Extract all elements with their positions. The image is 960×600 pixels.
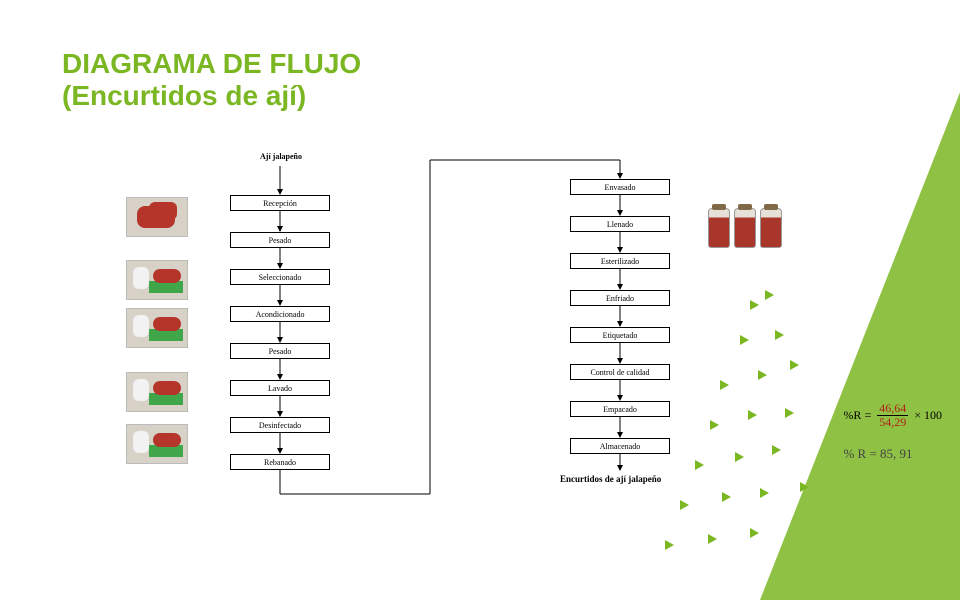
flow-step: Control de calidad (570, 364, 670, 380)
flow-start-label: Ají jalapeño (260, 152, 302, 161)
flow-step: Envasado (570, 179, 670, 195)
formula-result: % R = 85, 91 (843, 446, 942, 462)
process-photo (126, 424, 188, 464)
title-sub: (Encurtidos de ají) (62, 80, 361, 112)
flow-step: Rebanado (230, 454, 330, 470)
flow-step: Empacado (570, 401, 670, 417)
formula-denominator: 54,29 (877, 416, 908, 429)
flow-step: Desinfectado (230, 417, 330, 433)
flow-step: Pesado (230, 343, 330, 359)
formula-equation: %R = 46,64 54,29 × 100 (843, 402, 942, 428)
page-title: DIAGRAMA DE FLUJO (Encurtidos de ají) (62, 48, 361, 112)
formula-tail: × 100 (914, 408, 942, 423)
title-main: DIAGRAMA DE FLUJO (62, 48, 361, 80)
process-photo (126, 260, 188, 300)
flow-step: Etiquetado (570, 327, 670, 343)
flow-step: Recepción (230, 195, 330, 211)
flow-step: Acondicionado (230, 306, 330, 322)
flow-step: Seleccionado (230, 269, 330, 285)
formula-numerator: 46,64 (877, 402, 908, 416)
flow-step: Almacenado (570, 438, 670, 454)
formula-block: %R = 46,64 54,29 × 100 % R = 85, 91 (843, 402, 942, 462)
flow-step: Enfriado (570, 290, 670, 306)
process-photo (126, 197, 188, 237)
formula-lhs: %R = (843, 408, 871, 423)
process-photo (126, 308, 188, 348)
jars-photo (700, 200, 790, 248)
flowchart: Ají jalapeño Encurtidos de ají jalapeño … (60, 142, 800, 522)
process-photo (126, 372, 188, 412)
flow-end-label: Encurtidos de ají jalapeño (560, 474, 661, 484)
flow-step: Pesado (230, 232, 330, 248)
flow-step: Llenado (570, 216, 670, 232)
flow-step: Esterilizado (570, 253, 670, 269)
flow-step: Lavado (230, 380, 330, 396)
